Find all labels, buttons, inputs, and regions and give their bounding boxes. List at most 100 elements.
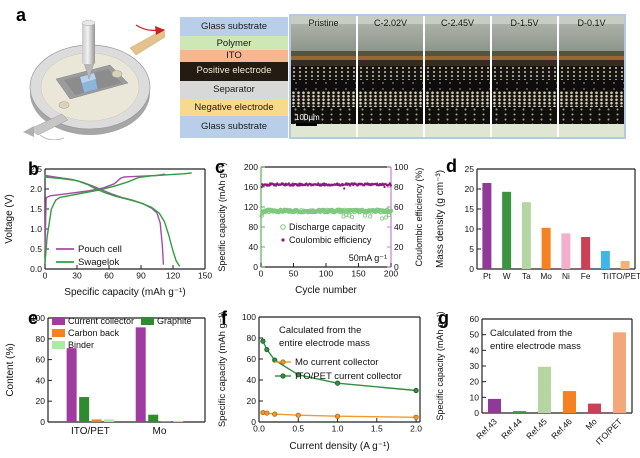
panel-e: e 0 20 40 60 80 100 Content (%) ITO/PET Mo Curren… xyxy=(0,305,213,458)
stack-layer: Negative electrode xyxy=(180,99,288,117)
svg-text:Current density (A g⁻¹): Current density (A g⁻¹) xyxy=(289,441,389,452)
svg-text:Mo current collector: Mo current collector xyxy=(295,357,378,368)
svg-text:50: 50 xyxy=(470,330,480,340)
micrograph-band xyxy=(492,51,557,56)
svg-text:100: 100 xyxy=(31,313,45,323)
micrograph-band xyxy=(492,24,557,52)
svg-text:1.5: 1.5 xyxy=(30,204,42,214)
positive-tab xyxy=(129,28,166,56)
micrograph-band xyxy=(291,106,356,125)
panel-f: f 0.0 0.5 1.0 1.5 2.0 0 20 40 60 80 100 Current den… xyxy=(213,305,430,458)
svg-text:ITO/PET: ITO/PET xyxy=(71,426,110,437)
svg-text:25: 25 xyxy=(465,164,475,174)
bar-Mo-Graphite xyxy=(148,414,159,422)
micrograph-band xyxy=(291,59,356,66)
svg-text:0.5: 0.5 xyxy=(292,424,304,434)
micrograph-band xyxy=(559,24,624,52)
bar-Ref.44 xyxy=(513,411,526,413)
svg-text:160: 160 xyxy=(244,182,258,192)
micrograph-band xyxy=(559,106,624,125)
bar-Mo-Current collector xyxy=(135,327,146,422)
micrograph-band xyxy=(559,123,624,137)
svg-text:2.0: 2.0 xyxy=(410,424,422,434)
svg-text:Ref.44: Ref.44 xyxy=(499,416,524,441)
micrograph-band xyxy=(358,106,423,125)
svg-text:W: W xyxy=(503,271,511,281)
micrograph-label: Pristine xyxy=(308,18,339,28)
micrograph-band xyxy=(425,59,490,66)
svg-text:200: 200 xyxy=(244,162,258,172)
micrograph-band xyxy=(291,91,356,107)
micrograph-band xyxy=(291,65,356,81)
micrograph-band xyxy=(291,16,356,25)
svg-text:ITO/PET: ITO/PET xyxy=(594,416,624,446)
svg-text:Ti: Ti xyxy=(602,271,609,281)
svg-text:5: 5 xyxy=(469,244,474,254)
panel-d: d 0 5 10 15 20 25 Mass density (g cm⁻³) Pt W Ta Mo… xyxy=(430,155,640,305)
svg-text:0: 0 xyxy=(259,269,264,279)
panel-a: a Glass substrate Polymer ITO Positive elec… xyxy=(0,0,640,155)
svg-text:Discharge capacity: Discharge capacity xyxy=(289,222,366,232)
micrograph-band xyxy=(291,123,356,137)
svg-text:Coulombic efficiency (%): Coulombic efficiency (%) xyxy=(414,168,424,267)
panel-f-letter: f xyxy=(221,308,227,328)
svg-text:80: 80 xyxy=(247,333,257,343)
svg-text:Graphite: Graphite xyxy=(157,316,192,326)
micrograph-band xyxy=(492,65,557,81)
micrograph-band xyxy=(358,80,423,91)
svg-text:40: 40 xyxy=(36,375,46,385)
mass-density-bar-chart: 0 5 10 15 20 25 Mass density (g cm⁻³) Pt W Ta Mo Ni… xyxy=(435,164,640,281)
bar-ITO/PET-Binder xyxy=(104,419,115,422)
svg-text:Calculated from the: Calculated from the xyxy=(279,325,361,336)
micrograph: D-0.1V xyxy=(559,16,624,137)
svg-text:10: 10 xyxy=(465,224,475,234)
svg-text:Binder: Binder xyxy=(68,340,94,350)
svg-text:10: 10 xyxy=(470,392,480,402)
svg-text:100: 100 xyxy=(394,162,408,172)
svg-text:ITO/PET current collector: ITO/PET current collector xyxy=(295,371,402,382)
series-Pouch cell charge xyxy=(44,173,166,254)
micrograph-band xyxy=(425,16,490,25)
svg-text:Current collector: Current collector xyxy=(68,316,134,326)
micrograph-band xyxy=(358,51,423,56)
micrograph-band xyxy=(559,59,624,66)
bar-ITO/PET xyxy=(613,332,626,413)
svg-text:Voltage (V): Voltage (V) xyxy=(4,194,15,243)
micrograph-band xyxy=(559,55,624,60)
micrograph-band xyxy=(492,80,557,91)
stack-layer: Polymer xyxy=(180,36,288,51)
svg-text:Pt: Pt xyxy=(483,271,492,281)
svg-text:Ref.43: Ref.43 xyxy=(474,416,499,441)
micrograph-band xyxy=(425,55,490,60)
panel-g-letter: g xyxy=(438,308,449,328)
svg-text:entire electrode mass: entire electrode mass xyxy=(279,338,370,349)
micrograph-band xyxy=(492,123,557,137)
bar-Ta xyxy=(521,202,531,269)
micrograph: Pristine 100μm xyxy=(291,16,356,137)
stack-layer: ITO xyxy=(180,50,288,62)
svg-text:60: 60 xyxy=(394,202,404,212)
svg-text:0: 0 xyxy=(394,262,399,272)
micrograph-band xyxy=(425,24,490,52)
panel-e-letter: e xyxy=(28,308,39,328)
svg-text:Cycle number: Cycle number xyxy=(295,285,357,296)
panel-c: c 0 50 100 150 200 0 40 80 120 160 200 0 20 40 60 80 100… xyxy=(213,155,430,305)
svg-text:80: 80 xyxy=(36,334,46,344)
panel-g: g 0 10 20 30 40 50 60 Specific capacity (mAh g⁻… xyxy=(430,305,640,458)
stack-layer: Separator xyxy=(180,80,288,100)
bar-Pt xyxy=(482,183,492,269)
svg-text:Coulombic efficiency: Coulombic efficiency xyxy=(289,235,372,245)
electrode-content-bar-chart: 0 20 40 60 80 100 Content (%) ITO/PET Mo Current … xyxy=(5,313,206,437)
micrograph: C-2.45V xyxy=(425,16,490,137)
micrograph-band xyxy=(559,16,624,25)
micrograph-label: D-1.5V xyxy=(510,18,539,28)
svg-text:Specific capacity (mAh g⁻¹): Specific capacity (mAh g⁻¹) xyxy=(217,312,228,427)
micrograph-band xyxy=(425,123,490,137)
micrograph-band xyxy=(358,65,423,81)
panel-c-letter: c xyxy=(215,157,226,177)
micrograph-band xyxy=(559,80,624,91)
svg-text:120: 120 xyxy=(166,271,180,281)
svg-text:30: 30 xyxy=(470,361,480,371)
svg-text:Swagelok: Swagelok xyxy=(78,257,119,268)
